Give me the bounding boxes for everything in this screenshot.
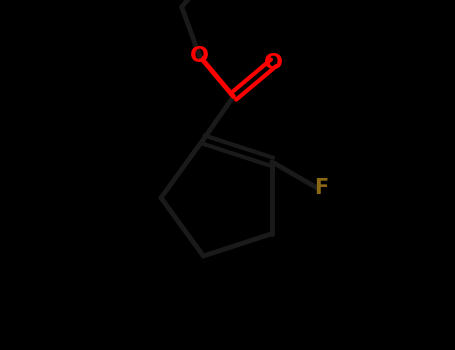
Text: O: O <box>264 53 283 73</box>
Text: F: F <box>314 178 329 198</box>
Text: O: O <box>190 46 209 66</box>
